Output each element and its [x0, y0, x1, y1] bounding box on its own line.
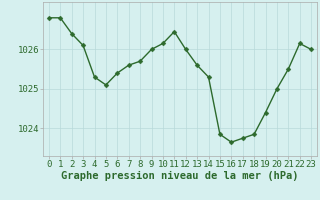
X-axis label: Graphe pression niveau de la mer (hPa): Graphe pression niveau de la mer (hPa) — [61, 171, 299, 181]
